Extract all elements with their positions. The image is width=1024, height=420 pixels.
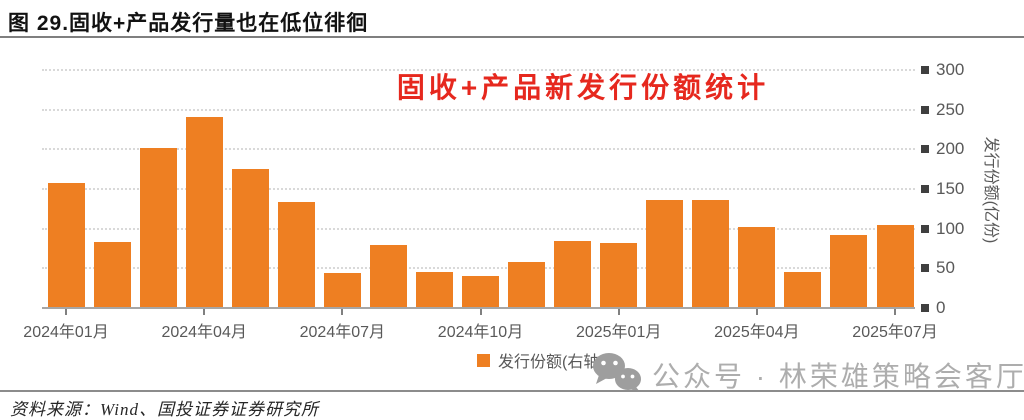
figure-bottom-divider — [0, 390, 1024, 392]
bar-2024年01月 — [47, 182, 85, 308]
bar-2024年12月 — [554, 240, 592, 308]
bar-2024年09月 — [415, 271, 453, 308]
chart-title: 固收+产品新发行份额统计 — [396, 72, 770, 103]
bar-2024年03月 — [139, 147, 177, 308]
x-axis-label-2025年04月: 2025年04月 — [714, 324, 800, 341]
legend-label: 发行份额(右轴) — [498, 354, 605, 371]
title-divider — [0, 36, 1024, 38]
bar-2024年06月 — [277, 202, 315, 308]
x-tick-2024年10月 — [479, 309, 482, 315]
bar-2024年07月 — [323, 273, 361, 308]
x-tick-2024年01月 — [65, 309, 67, 315]
y-tick-marker-0 — [921, 304, 929, 312]
watermark: 公众号 · 林荣雄策略会客厅 — [590, 352, 1024, 397]
y-tick-marker-50 — [921, 264, 929, 273]
bar-2025年03月 — [692, 200, 730, 308]
x-axis-label-2024年04月: 2024年04月 — [161, 324, 247, 341]
x-axis-label-2024年07月: 2024年07月 — [299, 324, 386, 341]
x-tick-2024年07月 — [341, 309, 344, 315]
bar-2024年11月 — [508, 261, 546, 308]
x-axis-label-2024年10月: 2024年10月 — [437, 324, 524, 341]
bar-2025年07月 — [876, 224, 914, 308]
gridline-200 — [42, 148, 915, 151]
bar-2024年02月 — [93, 242, 131, 308]
gridline-250 — [42, 108, 915, 111]
y-tick-marker-100 — [921, 224, 929, 233]
legend-swatch-icon — [477, 353, 490, 367]
bar-2025年05月 — [784, 271, 822, 308]
y-axis-label-50: 50 — [936, 258, 955, 278]
y-axis-label-300: 300 — [936, 60, 965, 79]
x-tick-2025年01月 — [617, 309, 620, 315]
x-axis-label-2025年01月: 2025年01月 — [575, 324, 662, 341]
gridline-150 — [42, 188, 915, 190]
figure-title: 图 29.固收+产品发行量也在低位徘徊 — [8, 12, 369, 35]
x-tick-2025年04月 — [755, 309, 758, 315]
y-axis-title: 发行份额(亿份) — [982, 136, 999, 244]
y-axis-label-250: 250 — [936, 99, 965, 119]
y-axis-label-150: 150 — [936, 179, 965, 198]
x-axis-label-2025年07月: 2025年07月 — [852, 324, 938, 341]
y-tick-marker-150 — [921, 185, 929, 193]
bar-2025年06月 — [830, 235, 868, 308]
gridline-300 — [42, 69, 915, 71]
bar-2025年02月 — [646, 200, 684, 308]
gridline-100 — [42, 227, 915, 230]
legend: 发行份额(右轴) — [477, 348, 605, 372]
x-tick-2025年07月 — [894, 309, 896, 315]
x-axis-label-2024年01月: 2024年01月 — [23, 324, 109, 341]
y-axis-label-200: 200 — [936, 139, 965, 159]
x-axis-line — [42, 307, 915, 309]
source-note: 资料来源：Wind、国投证券证券研究所 — [10, 400, 319, 419]
y-tick-marker-250 — [921, 105, 929, 114]
x-tick-2024年04月 — [203, 309, 206, 315]
y-tick-marker-300 — [921, 66, 929, 74]
bar-2025年01月 — [600, 242, 638, 308]
y-tick-marker-200 — [921, 145, 929, 154]
y-axis-label-0: 0 — [936, 298, 946, 317]
bar-2024年04月 — [185, 116, 223, 308]
bar-2024年05月 — [231, 169, 269, 308]
watermark-text: 公众号 · 林荣雄策略会客厅 — [652, 360, 1024, 392]
bar-2024年10月 — [462, 276, 499, 308]
y-axis-label-100: 100 — [936, 218, 965, 238]
gridline-50 — [42, 267, 915, 270]
bar-2025年04月 — [738, 227, 776, 308]
bar-2024年08月 — [369, 245, 407, 308]
wechat-icon — [590, 352, 644, 397]
